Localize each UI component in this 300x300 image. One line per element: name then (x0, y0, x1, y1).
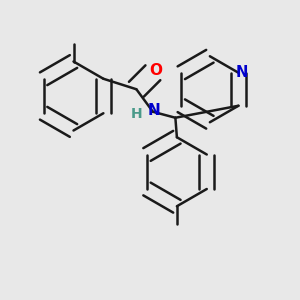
Text: N: N (235, 65, 248, 80)
Text: N: N (148, 103, 161, 118)
Text: O: O (149, 63, 162, 78)
Text: H: H (130, 107, 142, 121)
